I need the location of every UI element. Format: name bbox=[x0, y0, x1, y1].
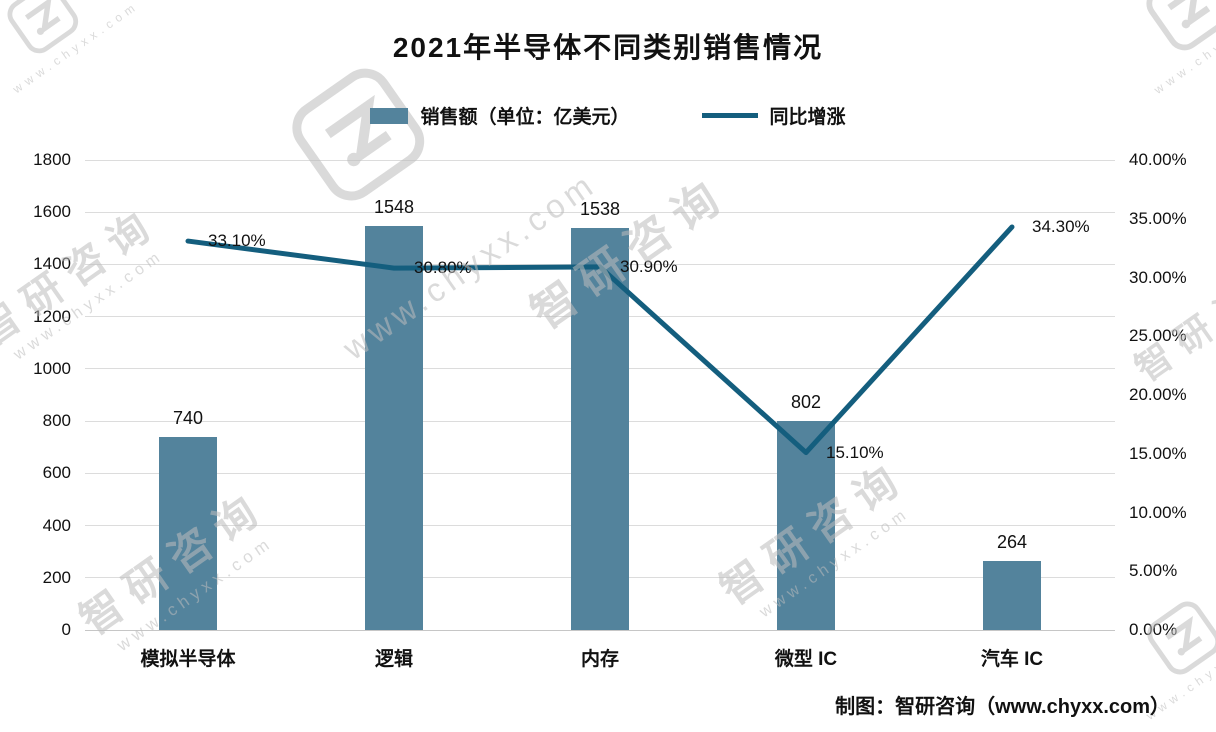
bar-value-label: 1538 bbox=[579, 199, 621, 220]
y-axis-label-left: 200 bbox=[42, 567, 71, 587]
chart-title: 2021年半导体不同类别销售情况 bbox=[392, 32, 824, 63]
x-axis-label: 内存 bbox=[580, 649, 619, 670]
bar bbox=[571, 228, 629, 630]
bar bbox=[365, 225, 423, 630]
y-axis-label-right: 35.00% bbox=[1129, 208, 1187, 228]
bar-value-label: 802 bbox=[790, 391, 822, 412]
bar-value-label: 264 bbox=[996, 532, 1028, 553]
bar bbox=[159, 436, 217, 630]
x-axis-label: 微型 IC bbox=[774, 649, 838, 670]
line-swatch bbox=[701, 113, 758, 118]
x-axis-line bbox=[85, 629, 1115, 631]
y-axis-label-left: 0 bbox=[61, 620, 71, 639]
bar bbox=[777, 420, 835, 630]
y-axis-label-right: 20.00% bbox=[1129, 385, 1187, 404]
legend-sales-label: 销售额（单位：亿美元） bbox=[420, 107, 630, 128]
y-axis-label-left: 600 bbox=[42, 463, 71, 483]
y-axis-label-left: 1800 bbox=[33, 150, 71, 169]
gridline bbox=[85, 211, 1115, 213]
bar-value-label: 1548 bbox=[373, 196, 415, 217]
line-value-label: 34.30% bbox=[1032, 216, 1090, 236]
x-axis-label: 逻辑 bbox=[374, 649, 413, 670]
credit-text: 制图：智研咨询（www.chyxx.com） bbox=[835, 696, 1170, 718]
y-axis-label-left: 1600 bbox=[33, 202, 71, 222]
y-axis-label-left: 1000 bbox=[33, 358, 71, 378]
line-value-label: 15.10% bbox=[826, 442, 884, 462]
bar bbox=[983, 561, 1041, 630]
legend-growth-label: 同比增涨 bbox=[769, 107, 846, 128]
x-axis-label: 模拟半导体 bbox=[140, 649, 236, 670]
legend: 销售额（单位：亿美元） 同比增涨 bbox=[0, 102, 1216, 129]
y-axis-label-right: 25.00% bbox=[1129, 326, 1187, 346]
y-axis-label-right: 40.00% bbox=[1129, 150, 1187, 169]
y-axis-label-right: 30.00% bbox=[1129, 267, 1187, 287]
x-axis-label: 汽车 IC bbox=[980, 649, 1044, 670]
y-axis-label-right: 15.00% bbox=[1129, 443, 1187, 463]
y-axis-label-left: 1400 bbox=[33, 254, 71, 274]
y-axis-label-left: 1200 bbox=[33, 306, 71, 326]
y-axis-label-right: 5.00% bbox=[1129, 561, 1178, 581]
legend-item-sales: 销售额（单位：亿美元） bbox=[370, 102, 630, 129]
y-axis-label-left: 800 bbox=[42, 411, 71, 431]
line-value-label: 30.80% bbox=[414, 258, 472, 278]
legend-item-growth: 同比增涨 bbox=[701, 102, 846, 129]
y-axis-label-left: 400 bbox=[42, 515, 71, 535]
gridline bbox=[85, 159, 1115, 161]
line-value-label: 33.10% bbox=[208, 231, 266, 251]
bar-swatch bbox=[370, 107, 409, 124]
line-value-label: 30.90% bbox=[620, 256, 678, 276]
y-axis-label-right: 10.00% bbox=[1129, 502, 1187, 522]
bar-value-label: 740 bbox=[172, 407, 204, 428]
